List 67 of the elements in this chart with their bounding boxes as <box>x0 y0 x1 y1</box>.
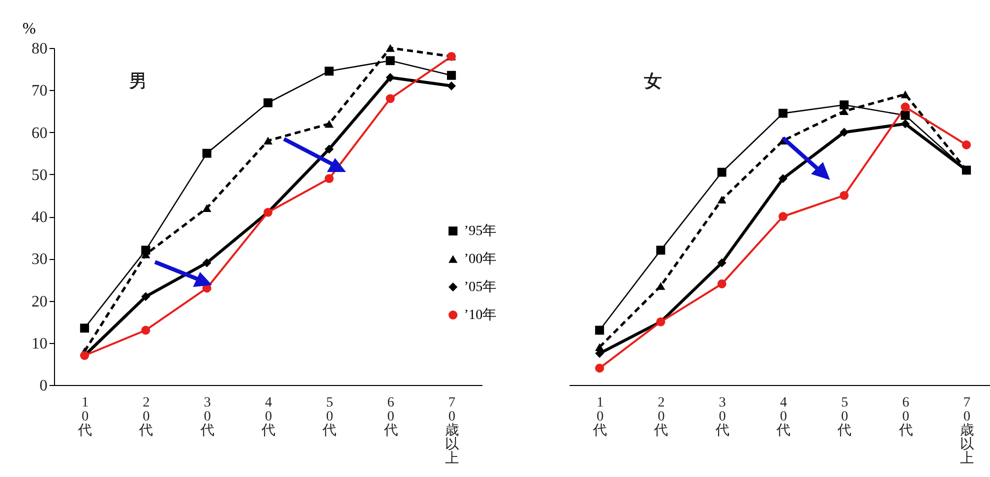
x-tick-label: 20代 <box>653 396 668 438</box>
text: 女 <box>644 71 662 91</box>
y-tick-label: 30 <box>32 251 48 268</box>
point <box>324 174 334 184</box>
y-axis-title: % <box>22 20 36 38</box>
point <box>324 66 334 76</box>
x-tick-label: 70歳以上 <box>444 396 459 466</box>
x-tick-label: 20代 <box>138 396 154 438</box>
point <box>717 258 726 268</box>
point <box>656 282 666 290</box>
x-tick-label: 10代 <box>77 396 92 438</box>
x-tick-label: 30代 <box>199 396 214 438</box>
point <box>900 90 910 98</box>
y-tick-label: 0 <box>40 378 48 394</box>
point <box>202 148 212 158</box>
point <box>778 108 788 118</box>
point <box>386 94 395 104</box>
point <box>656 246 666 255</box>
point <box>595 364 604 373</box>
point <box>264 136 272 145</box>
text: 男 <box>129 71 147 91</box>
legend-label: ’95年 <box>464 223 497 239</box>
point <box>900 110 910 120</box>
y-tick-label: 60 <box>32 124 48 142</box>
y-tick-label: 40 <box>32 209 48 226</box>
point <box>324 144 334 154</box>
point <box>202 204 212 212</box>
y-tick-label: 20 <box>32 293 48 310</box>
x-tick-label: 30代 <box>714 396 730 438</box>
point <box>962 140 971 150</box>
x-tick-label: 70歳以上 <box>960 396 974 466</box>
point <box>778 212 788 221</box>
point <box>900 119 910 128</box>
legend-label: ’00年 <box>464 251 497 267</box>
point <box>386 73 395 82</box>
point <box>446 70 456 80</box>
point <box>717 279 726 288</box>
point <box>324 120 334 128</box>
x-tick-label: 40代 <box>776 396 790 438</box>
point <box>141 292 150 302</box>
y-tick-label: 50 <box>32 166 48 184</box>
point <box>386 56 395 66</box>
point <box>900 102 910 112</box>
x-tick-label: 60代 <box>898 396 913 438</box>
point <box>717 196 726 204</box>
point <box>717 168 726 177</box>
point <box>840 100 849 110</box>
point <box>446 81 456 90</box>
x-tick-label: 60代 <box>382 396 398 438</box>
point <box>386 44 395 52</box>
point <box>840 128 849 137</box>
legend-label: ’10年 <box>464 307 497 323</box>
x-tick-label: 40代 <box>260 396 276 438</box>
point <box>840 190 849 200</box>
y-tick-label: 80 <box>32 40 48 58</box>
point <box>595 326 604 335</box>
point <box>264 98 272 108</box>
point <box>778 174 788 184</box>
point <box>202 258 212 268</box>
x-tick-label: 50代 <box>322 396 337 438</box>
x-tick-label: 10代 <box>592 396 608 438</box>
point <box>141 326 150 335</box>
point <box>80 324 90 333</box>
y-tick-label: 70 <box>32 82 48 100</box>
legend-label: ’05年 <box>464 279 497 295</box>
y-tick-label: 10 <box>32 335 48 352</box>
x-tick-label: 50代 <box>836 396 852 438</box>
